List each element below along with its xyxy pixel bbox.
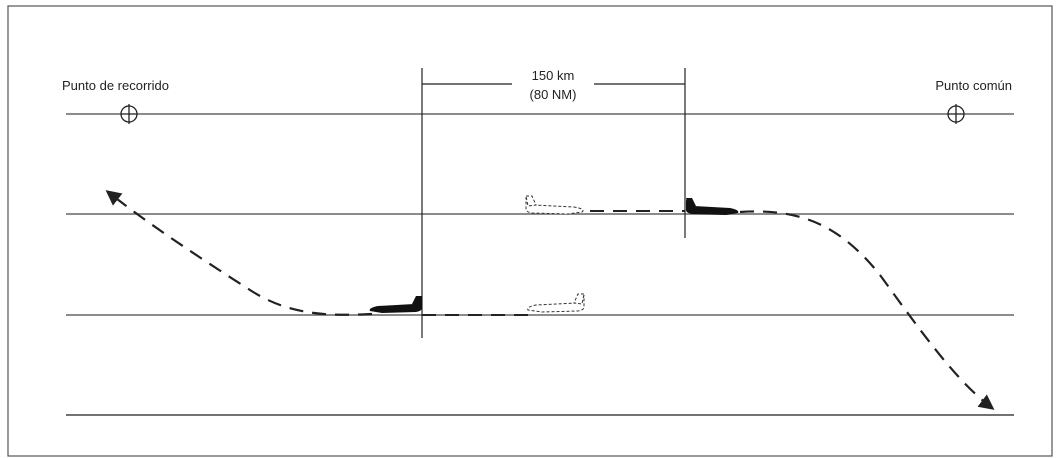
climb-path-arrow bbox=[105, 190, 373, 316]
common-point-symbol-icon bbox=[947, 104, 965, 124]
distance-nm-label: (80 NM) bbox=[530, 87, 577, 102]
aircraft-solid-lower-icon bbox=[369, 296, 422, 313]
aircraft-outline-lower-icon bbox=[527, 293, 585, 313]
waypoint-label: Punto de recorrido bbox=[62, 78, 169, 93]
aircraft-solid-upper-icon bbox=[686, 198, 739, 215]
waypoint-symbol-icon bbox=[120, 104, 138, 124]
aircraft-outline-upper-icon bbox=[525, 195, 584, 215]
distance-km-label: 150 km bbox=[532, 68, 575, 83]
diagram-border bbox=[7, 5, 1053, 457]
common-point-label: Punto común bbox=[935, 78, 1012, 93]
descent-path-arrow bbox=[739, 210, 995, 410]
